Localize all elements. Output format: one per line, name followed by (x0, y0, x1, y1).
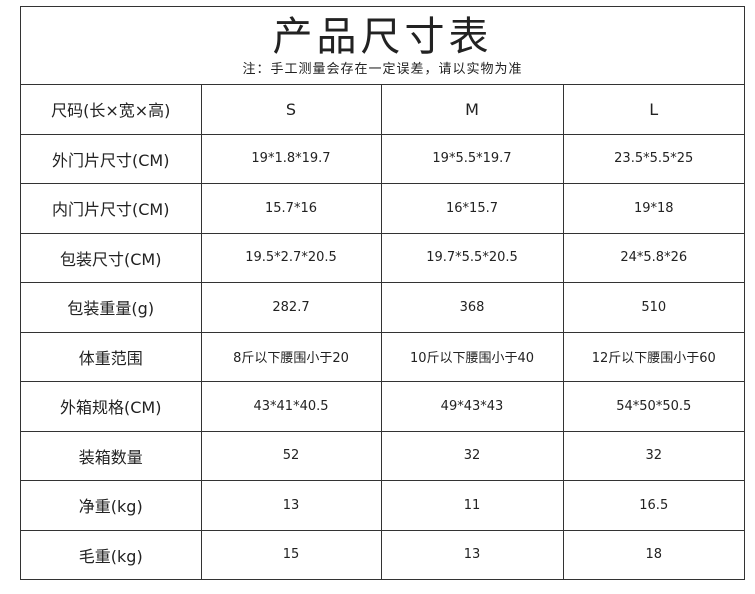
table-row: 毛重(kg) 15 13 18 (21, 529, 744, 579)
size-chart: 产品尺寸表 注：手工测量会存在一定误差，请以实物为准 尺码(长×宽×高) S M… (20, 6, 745, 580)
table-cell: 16.5 (562, 480, 744, 531)
table-row: 包装尺寸(CM) 19.5*2.7*20.5 19.7*5.5*20.5 24*5.8… (21, 232, 744, 283)
table-cell: 12斤以下腰围小于60 (562, 331, 744, 382)
table-row: 内门片尺寸(CM) 15.7*16 16*15.7 19*18 (21, 183, 744, 234)
table-cell: 282.7 (200, 282, 382, 333)
row-label: 净重(kg) (21, 480, 202, 531)
table-cell: 8斤以下腰围小于20 (200, 331, 382, 382)
table-row: 外箱规格(CM) 43*41*40.5 49*43*43 54*50*50.5 (21, 381, 744, 432)
table-cell: 15.7*16 (200, 183, 382, 234)
row-label: 内门片尺寸(CM) (21, 183, 202, 234)
row-label: 体重范围 (21, 331, 202, 382)
title-block: 产品尺寸表 注：手工测量会存在一定误差，请以实物为准 (21, 7, 744, 85)
table-cell: 19.5*2.7*20.5 (200, 232, 382, 283)
table-cell: 13 (380, 529, 564, 579)
table-cell: 49*43*43 (380, 381, 564, 432)
table-row: 外门片尺寸(CM) 19*1.8*19.7 19*5.5*19.7 23.5*5.5*… (21, 133, 744, 184)
table-row: 净重(kg) 13 11 16.5 (21, 480, 744, 531)
table-cell: 32 (562, 430, 744, 481)
table-cell: 19*1.8*19.7 (200, 133, 382, 184)
row-label: 外门片尺寸(CM) (21, 133, 202, 184)
table-cell: 15 (200, 529, 382, 579)
header-cell: L (562, 85, 744, 135)
table-cell: 10斤以下腰围小于40 (380, 331, 564, 382)
row-label: 包装尺寸(CM) (21, 232, 202, 283)
row-label: 装箱数量 (21, 430, 202, 481)
page-title: 产品尺寸表 (272, 14, 493, 60)
table-cell: 11 (380, 480, 564, 531)
table-cell: 19*5.5*19.7 (380, 133, 564, 184)
table-cell: 24*5.8*26 (562, 232, 744, 283)
header-cell: M (380, 85, 564, 135)
row-label: 外箱规格(CM) (21, 381, 202, 432)
row-label: 包装重量(g) (21, 282, 202, 333)
table-cell: 510 (562, 282, 744, 333)
row-label: 毛重(kg) (21, 529, 202, 579)
table-cell: 52 (200, 430, 382, 481)
header-cell: S (200, 85, 382, 135)
header-cell: 尺码(长×宽×高) (21, 85, 202, 135)
table-cell: 43*41*40.5 (200, 381, 382, 432)
table-cell: 54*50*50.5 (562, 381, 744, 432)
table-cell: 32 (380, 430, 564, 481)
table-header-row: 尺码(长×宽×高) S M L (21, 85, 744, 135)
table-row: 装箱数量 52 32 32 (21, 430, 744, 481)
measurement-note: 注：手工测量会存在一定误差，请以实物为准 (242, 62, 523, 77)
size-table: 尺码(长×宽×高) S M L 外门片尺寸(CM) 19*1.8*19.7 19*5… (21, 85, 744, 579)
table-cell: 13 (200, 480, 382, 531)
table-cell: 19*18 (562, 183, 744, 234)
table-cell: 16*15.7 (380, 183, 564, 234)
table-row: 体重范围 8斤以下腰围小于20 10斤以下腰围小于40 12斤以下腰围小于60 (21, 331, 744, 382)
table-row: 包装重量(g) 282.7 368 510 (21, 282, 744, 333)
table-cell: 23.5*5.5*25 (562, 133, 744, 184)
table-cell: 18 (562, 529, 744, 579)
table-cell: 19.7*5.5*20.5 (380, 232, 564, 283)
table-cell: 368 (380, 282, 564, 333)
